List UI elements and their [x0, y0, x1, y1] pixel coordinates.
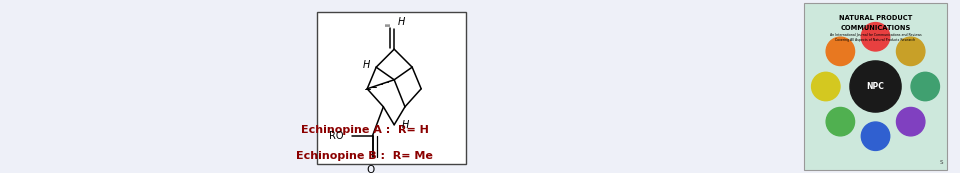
Circle shape	[897, 37, 924, 66]
Text: O: O	[367, 165, 374, 173]
Bar	[317, 12, 466, 164]
Circle shape	[827, 107, 854, 136]
Circle shape	[861, 122, 890, 151]
Text: RO: RO	[329, 131, 344, 141]
Bar	[804, 3, 947, 170]
Text: Echinopine A :  R= H: Echinopine A : R= H	[300, 125, 429, 135]
Circle shape	[811, 72, 840, 101]
Text: II: II	[385, 22, 391, 26]
Text: S: S	[940, 160, 944, 165]
Circle shape	[827, 37, 854, 66]
Text: Covering All Aspects of Natural Products Research: Covering All Aspects of Natural Products…	[835, 38, 916, 42]
Circle shape	[911, 72, 940, 101]
Text: COMMUNICATIONS: COMMUNICATIONS	[840, 25, 911, 31]
Text: An International Journal for Communications and Reviews: An International Journal for Communicati…	[829, 33, 922, 38]
Text: H: H	[363, 60, 371, 70]
Text: H: H	[402, 120, 410, 130]
Text: NATURAL PRODUCT: NATURAL PRODUCT	[839, 15, 912, 21]
Text: NPC: NPC	[867, 82, 884, 91]
Circle shape	[850, 61, 901, 112]
Text: H: H	[398, 17, 405, 27]
Text: Echinopine B :  R= Me: Echinopine B : R= Me	[297, 151, 433, 161]
Circle shape	[897, 107, 924, 136]
Circle shape	[861, 22, 890, 51]
